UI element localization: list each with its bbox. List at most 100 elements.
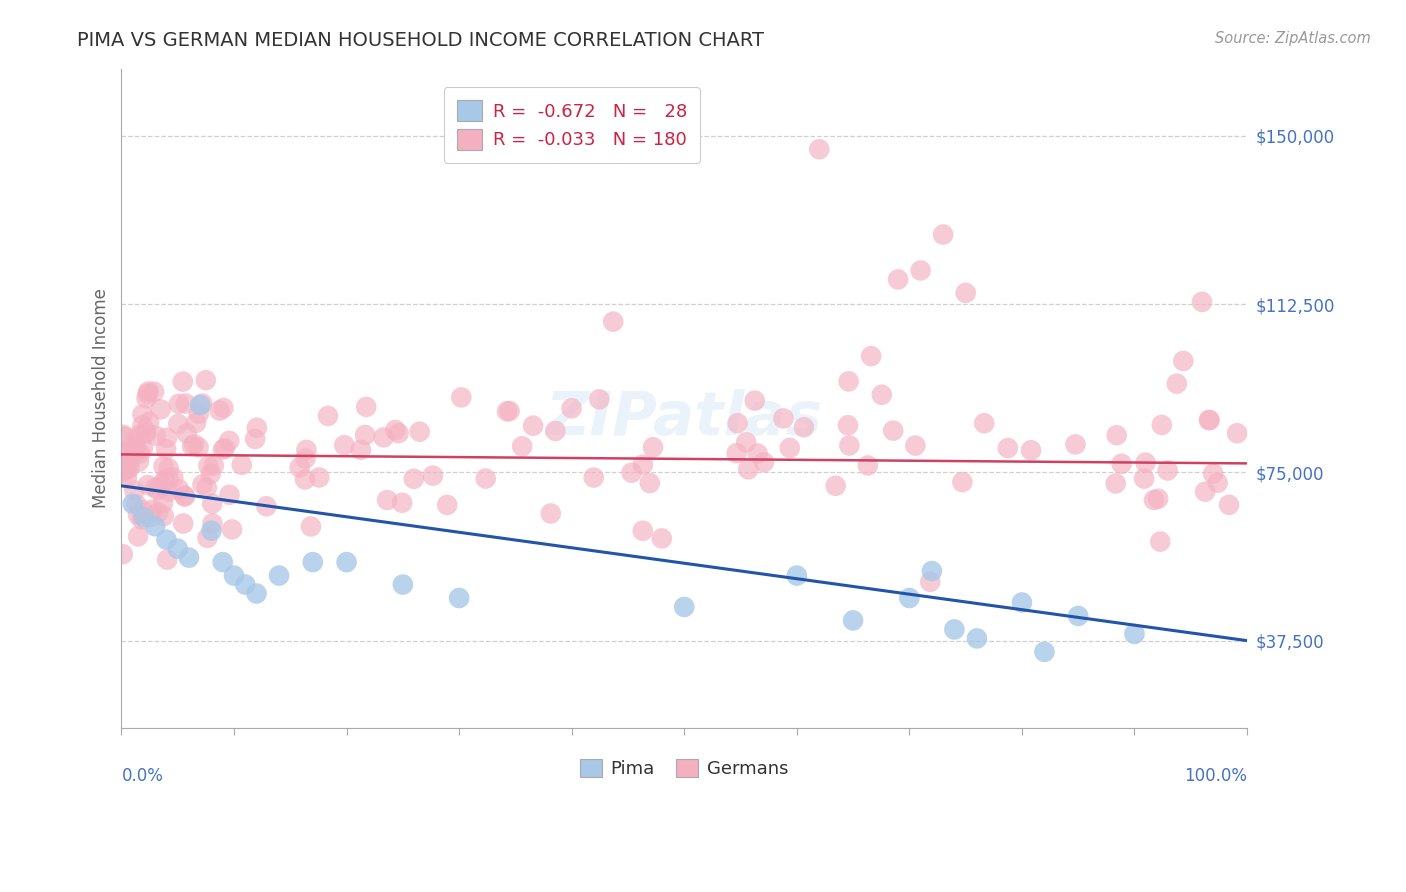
Point	[200, 467, 222, 481]
Point	[301, 555, 323, 569]
Point	[793, 420, 815, 434]
Point	[384, 423, 406, 437]
Point	[191, 477, 214, 491]
Point	[955, 285, 977, 300]
Point	[112, 427, 135, 442]
Point	[135, 426, 157, 441]
Point	[295, 442, 318, 457]
Point	[143, 481, 166, 495]
Point	[156, 431, 179, 445]
Point	[973, 416, 995, 430]
Text: ZIPatlas: ZIPatlas	[546, 389, 823, 448]
Point	[197, 458, 219, 473]
Point	[474, 472, 496, 486]
Point	[218, 434, 240, 448]
Point	[114, 430, 136, 444]
Point	[561, 401, 583, 416]
Point	[1206, 475, 1229, 490]
Point	[1011, 595, 1033, 609]
Point	[131, 513, 153, 527]
Point	[201, 516, 224, 531]
Point	[1067, 609, 1090, 624]
Point	[121, 442, 143, 457]
Point	[115, 471, 138, 485]
Point	[174, 396, 197, 410]
Point	[294, 473, 316, 487]
Point	[450, 390, 472, 404]
Point	[588, 392, 610, 407]
Point	[1156, 463, 1178, 477]
Point	[887, 272, 910, 286]
Point	[222, 568, 245, 582]
Point	[201, 497, 224, 511]
Point	[402, 472, 425, 486]
Point	[496, 404, 519, 418]
Point	[1198, 413, 1220, 427]
Point	[127, 529, 149, 543]
Point	[294, 451, 316, 466]
Point	[308, 470, 330, 484]
Point	[246, 421, 269, 435]
Point	[131, 408, 153, 422]
Point	[153, 509, 176, 524]
Point	[181, 439, 204, 453]
Point	[121, 497, 143, 511]
Text: 0.0%: 0.0%	[121, 767, 163, 785]
Point	[920, 574, 942, 589]
Point	[112, 466, 135, 480]
Point	[1111, 457, 1133, 471]
Point	[191, 396, 214, 410]
Point	[135, 392, 157, 406]
Point	[187, 440, 209, 454]
Point	[149, 402, 172, 417]
Point	[952, 475, 974, 489]
Point	[202, 458, 225, 473]
Point	[966, 632, 988, 646]
Point	[522, 418, 544, 433]
Point	[752, 455, 775, 469]
Point	[124, 436, 146, 450]
Point	[932, 227, 955, 242]
Point	[373, 430, 395, 444]
Point	[231, 458, 253, 472]
Point	[128, 427, 150, 442]
Point	[510, 439, 533, 453]
Point	[132, 442, 155, 456]
Point	[183, 437, 205, 451]
Point	[138, 384, 160, 399]
Point	[1105, 428, 1128, 442]
Point	[392, 577, 415, 591]
Point	[620, 466, 643, 480]
Point	[1191, 294, 1213, 309]
Point	[631, 458, 654, 472]
Point	[436, 498, 458, 512]
Point	[111, 547, 134, 561]
Point	[498, 404, 520, 418]
Point	[316, 409, 339, 423]
Y-axis label: Median Household Income: Median Household Income	[93, 288, 110, 508]
Point	[143, 519, 166, 533]
Text: 100.0%: 100.0%	[1184, 767, 1247, 785]
Point	[136, 478, 159, 492]
Point	[218, 488, 240, 502]
Point	[1135, 456, 1157, 470]
Point	[184, 416, 207, 430]
Point	[125, 445, 148, 459]
Point	[921, 564, 943, 578]
Point	[725, 446, 748, 460]
Point	[157, 471, 180, 485]
Point	[727, 416, 749, 430]
Point	[114, 443, 136, 458]
Point	[860, 349, 883, 363]
Point	[1064, 437, 1087, 451]
Point	[422, 468, 444, 483]
Point	[898, 591, 921, 605]
Point	[152, 496, 174, 510]
Point	[136, 386, 159, 401]
Point	[408, 425, 430, 439]
Point	[118, 461, 141, 475]
Point	[221, 523, 243, 537]
Point	[245, 586, 267, 600]
Point	[540, 507, 562, 521]
Point	[1123, 627, 1146, 641]
